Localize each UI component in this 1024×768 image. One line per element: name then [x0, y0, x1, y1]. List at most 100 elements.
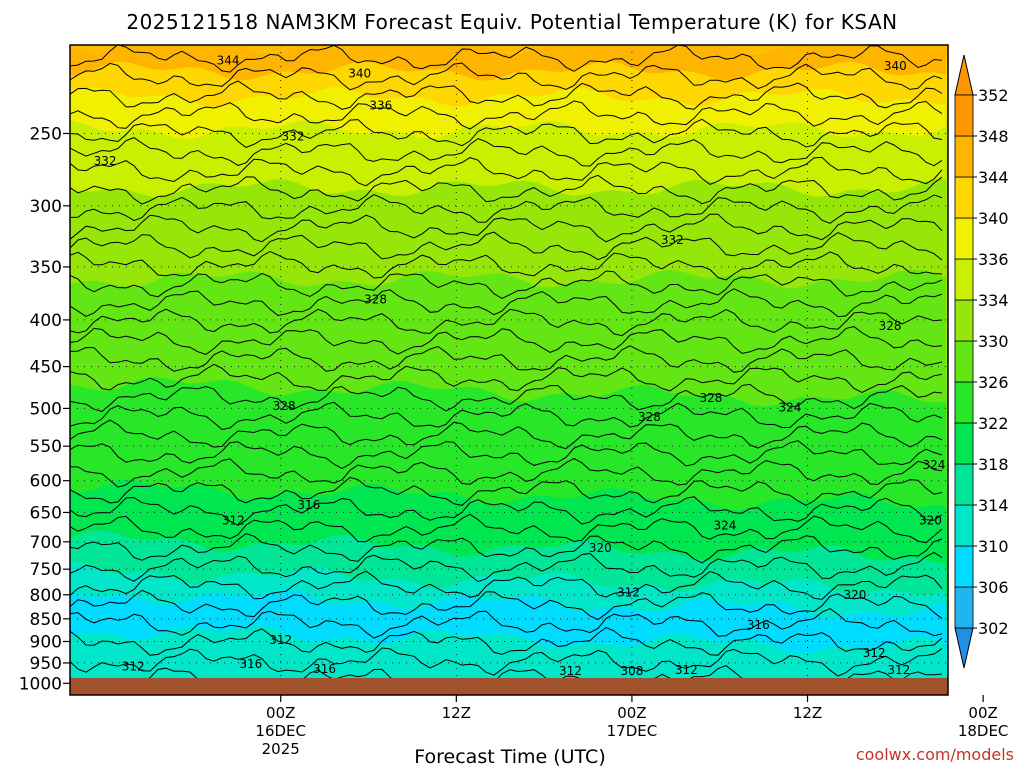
contour-label: 336	[369, 99, 392, 113]
contour-line	[70, 589, 943, 621]
y-tick-label: 750	[30, 560, 62, 580]
contour-label: 320	[843, 588, 866, 602]
colorbar-swatch	[954, 258, 974, 301]
color-bands	[70, 45, 948, 695]
contour-label: 312	[617, 585, 640, 599]
contour-label: 312	[863, 646, 886, 660]
contour-line	[70, 345, 943, 373]
contour-line	[70, 100, 943, 130]
contour-label: 328	[273, 399, 296, 413]
x-tick-label: 00Z	[968, 704, 997, 722]
contour-line	[70, 174, 943, 205]
contour-line	[70, 363, 943, 394]
colorbar-swatch	[954, 545, 974, 588]
contour-label: 328	[638, 410, 661, 424]
contour-line	[70, 440, 943, 470]
colorbar-label: 348	[978, 127, 1009, 146]
contour-line	[70, 118, 943, 148]
y-tick-label: 950	[30, 654, 62, 674]
contour-label: 340	[348, 67, 371, 81]
contour-line	[70, 401, 943, 431]
contour-label: 316	[239, 657, 262, 671]
contour-line	[70, 513, 943, 544]
x-tick-label: 2025	[262, 740, 300, 758]
chart-title: 2025121518 NAM3KM Forecast Equiv. Potent…	[126, 10, 897, 34]
x-tick-label: 16DEC	[255, 722, 306, 740]
y-tick-label: 600	[30, 472, 62, 492]
contour-label: 316	[968, 646, 991, 660]
contour-label: 340	[884, 59, 907, 73]
colorbar: 302 306 310 314 318 322 326 330 334 336 340 344 348 3…	[954, 54, 1009, 669]
colorbar-swatch	[954, 422, 974, 465]
contour-line	[70, 250, 943, 281]
contour-line	[70, 326, 943, 355]
y-tick-label: 400	[30, 311, 62, 331]
y-tick-label: 650	[30, 503, 62, 523]
contour-line	[70, 457, 943, 488]
colorbar-swatch	[954, 381, 974, 424]
contour-label: 324	[779, 401, 802, 415]
contour-line	[70, 627, 943, 656]
y-tick-label: 800	[30, 586, 62, 606]
colorbar-label: 352	[978, 86, 1009, 105]
y-tick-label: 450	[30, 358, 62, 378]
contour-line	[70, 137, 943, 167]
contour-line	[70, 532, 943, 564]
colorbar-swatch	[954, 217, 974, 260]
colorbar-label: 302	[978, 619, 1009, 638]
contour-label: 308	[620, 664, 643, 678]
plot-frame	[69, 44, 949, 696]
y-axis: 2503003504004505005506006507007508008509…	[19, 124, 70, 694]
contour-label: 344	[217, 54, 240, 68]
x-tick-label: 17DEC	[607, 722, 658, 740]
contour-label: 320	[919, 513, 942, 527]
colorbar-label: 322	[978, 414, 1009, 433]
colorbar-label: 340	[978, 209, 1009, 228]
contour-line	[70, 647, 943, 677]
plot-area: 344 340 340 336 332 332 332 328 328 328 328 328 324 3…	[70, 45, 991, 695]
contour-line	[70, 194, 943, 224]
contour-label: 312	[222, 513, 245, 527]
colorbar-label: 334	[978, 291, 1009, 310]
contour-line	[70, 62, 943, 91]
colorbar-label: 306	[978, 578, 1009, 597]
colorbar-label: 336	[978, 250, 1009, 269]
contour-label: 312	[559, 664, 582, 678]
contour-label: 312	[122, 659, 145, 673]
contour-label: 332	[282, 130, 305, 144]
x-tick-label: 00Z	[266, 704, 295, 722]
y-tick-label: 850	[30, 610, 62, 630]
contour-line	[70, 308, 943, 337]
x-axis-label: Forecast Time (UTC)	[414, 746, 605, 768]
contour-line	[70, 496, 943, 526]
contour-line	[70, 288, 943, 318]
y-tick-label: 500	[30, 399, 62, 419]
contour-line	[70, 551, 943, 583]
contour-label: 332	[94, 154, 117, 168]
colorbar-label: 314	[978, 496, 1009, 515]
x-tick-label: 00Z	[617, 704, 646, 722]
colorbar-label: 310	[978, 537, 1009, 556]
contour-label: 324	[714, 519, 737, 533]
y-tick-label: 900	[30, 632, 62, 652]
contour-line	[70, 476, 943, 506]
colorbar-swatch	[954, 586, 974, 629]
contour-label: 316	[297, 498, 320, 512]
y-tick-label: 700	[30, 533, 62, 553]
y-tick-label: 350	[30, 258, 62, 278]
y-tick-label: 550	[30, 437, 62, 457]
colorbar-swatch	[954, 299, 974, 342]
contour-label: 312	[887, 663, 910, 677]
contour-label: 328	[699, 391, 722, 405]
colorbar-label: 326	[978, 373, 1009, 392]
contour-line	[70, 231, 943, 261]
contour-label: 320	[589, 541, 612, 555]
contour-label: 328	[879, 319, 902, 333]
x-tick-label: 12Z	[793, 704, 822, 722]
x-tick-label: 18DEC	[958, 722, 1009, 740]
contour-label: 332	[661, 233, 684, 247]
y-tick-label: 250	[30, 124, 62, 144]
colorbar-swatch	[954, 504, 974, 547]
colorbar-label: 318	[978, 455, 1009, 474]
